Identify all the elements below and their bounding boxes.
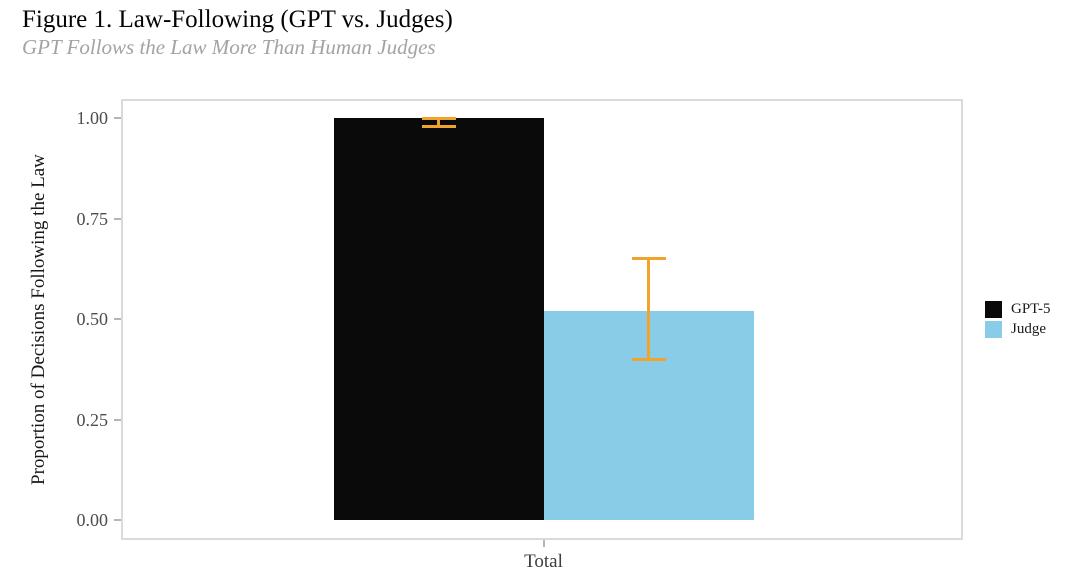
legend-label-judge: Judge	[1011, 321, 1046, 337]
error-bar-cap-bottom-judge	[631, 357, 666, 361]
y-tick-mark	[114, 318, 121, 320]
figure-title: Figure 1. Law-Following (GPT vs. Judges)	[22, 6, 453, 33]
y-tick-mark	[114, 418, 121, 421]
legend-label-gpt-5: GPT-5	[1011, 301, 1051, 317]
figure-subtitle: GPT Follows the Law More Than Human Judg…	[22, 35, 436, 59]
legend-item-gpt-5: GPT-5	[985, 300, 1050, 319]
y-tick-mark	[114, 519, 121, 521]
y-tick-label: 0.00	[76, 510, 109, 530]
bar-gpt-5	[333, 118, 544, 520]
plot-area: 1.00 0.75 0.50 0.25 0.00 Total	[77, 99, 963, 572]
error-bar-cap-bottom-gpt-5	[421, 124, 456, 128]
y-tick-mark	[114, 217, 121, 220]
error-bar-line-gpt-5	[437, 118, 440, 127]
error-bar-cap-top-gpt-5	[421, 116, 456, 120]
legend: GPT-5 Judge	[985, 300, 1050, 340]
panel-border	[121, 99, 963, 540]
y-tick-label: 1.00	[76, 108, 109, 128]
legend-swatch-judge	[985, 321, 1002, 338]
error-bar-cap-top-judge	[631, 257, 666, 261]
legend-swatch-gpt-5	[985, 301, 1002, 318]
error-bar-line-judge	[647, 258, 650, 360]
legend-item-judge: Judge	[985, 320, 1050, 339]
x-axis-category-label: Total	[524, 551, 563, 572]
x-tick-mark	[542, 540, 545, 547]
y-tick-mark	[114, 117, 121, 119]
y-tick-label: 0.25	[76, 409, 109, 430]
y-tick-label: 0.75	[76, 208, 109, 229]
y-tick-label: 0.50	[76, 309, 109, 329]
